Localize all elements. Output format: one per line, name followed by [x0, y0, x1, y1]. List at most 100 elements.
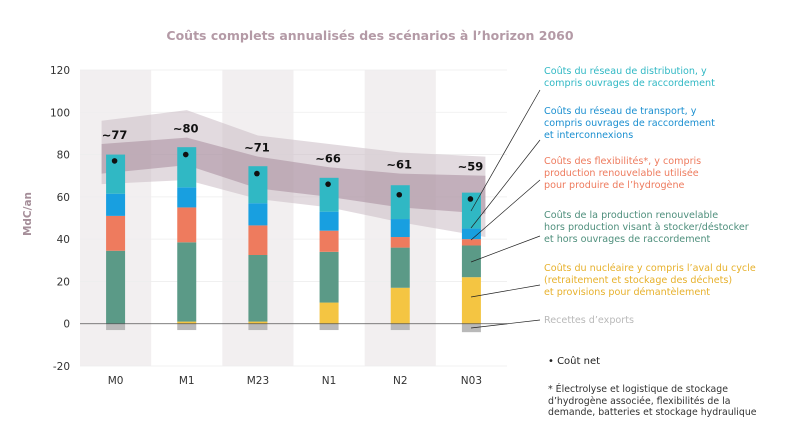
bar-segment	[390, 185, 410, 220]
bar-segment	[461, 277, 481, 324]
net-cost-dot	[182, 151, 189, 158]
legend-line: Coûts du réseau de distribution, y	[544, 66, 707, 77]
x-tick-label: N2	[393, 375, 408, 387]
net-cost-label: ~77	[102, 128, 128, 142]
y-tick-label: 100	[50, 107, 70, 119]
tick-labels: -20 0 20 40 60 80 100 120 M0 M1 M23 N1 N2 N03	[50, 65, 482, 387]
x-tick-label: N03	[461, 375, 482, 387]
leader-line	[470, 284, 541, 298]
x-tick-label: M1	[179, 375, 195, 387]
bar-segment	[106, 215, 126, 251]
bar-segment	[248, 225, 268, 255]
bar-segment	[319, 302, 339, 324]
leader-line	[470, 319, 541, 329]
bar-segment	[461, 239, 481, 246]
footnote-line: demande, batteries et stockage hydrauliq…	[548, 407, 757, 418]
bar-segment	[177, 242, 197, 322]
legend-item: Coûts du réseau de distribution, y compri…	[544, 66, 789, 90]
bar-segment	[177, 207, 197, 243]
legend-line: hors production visant à stocker/déstock…	[544, 222, 749, 233]
legend-line: (retraitement et stockage des déchets)	[544, 275, 733, 286]
legend-line: et hors ouvrages de raccordement	[544, 234, 711, 245]
bar-segment	[390, 237, 410, 248]
bar-segment	[390, 247, 410, 288]
net-cost-label: ~66	[315, 151, 341, 165]
bar-segment	[390, 287, 410, 324]
leader-line	[470, 139, 541, 229]
net-cost-dot	[325, 181, 331, 187]
range-inner	[101, 137, 486, 214]
x-tick-label: M23	[247, 375, 269, 387]
net-cost-dots: ~77 ~80 ~71 ~66 ~61 ~59	[102, 122, 483, 202]
y-tick-label: 120	[50, 65, 70, 77]
legend-item: Recettes d’exports	[544, 315, 789, 327]
bar-segment	[248, 323, 268, 331]
legend-line: Coûts de la production renouvelable	[544, 210, 719, 221]
bar-segment	[106, 193, 126, 216]
legend-line: Coûts du réseau de transport, y	[544, 106, 697, 117]
bar-segment	[106, 323, 126, 331]
legend-line: compris ouvrages de raccordement	[544, 118, 715, 129]
y-axis-label: MdC/an	[22, 192, 34, 236]
legend-line: pour produire de l’hydrogène	[544, 180, 685, 191]
legend-item: Coûts de la production renouvelable hors …	[544, 210, 789, 246]
leader-line	[470, 179, 541, 241]
bar-segment	[319, 177, 339, 212]
bar-segment	[248, 166, 268, 204]
leader-line	[470, 235, 541, 263]
legend-line: et interconnexions	[544, 130, 634, 141]
cout-net-legend: • Coût net	[548, 356, 601, 367]
legend-line: Coûts des flexibilités*, y compris	[544, 156, 702, 167]
net-cost-label: ~71	[244, 141, 270, 155]
bars	[106, 147, 481, 333]
y-tick-label: 60	[57, 192, 70, 204]
bar-segment	[319, 230, 339, 252]
net-cost-dot	[111, 158, 118, 164]
bar-segment	[177, 187, 197, 208]
bar-segment	[248, 321, 268, 324]
bar-segment	[248, 203, 268, 226]
bar-segment	[461, 245, 481, 278]
legend-line: compris ouvrages de raccordement	[544, 78, 715, 89]
bar-segment	[390, 323, 410, 331]
footnote: * Électrolyse et logistique de stockage …	[548, 384, 757, 419]
bar-segment	[461, 228, 481, 240]
legend-line: Coûts du nucléaire y compris l’aval du c…	[544, 263, 756, 274]
x-tick-label: M0	[108, 375, 124, 387]
bar-segment	[319, 251, 339, 303]
legend-item: Coûts du réseau de transport, y compris o…	[544, 106, 789, 142]
bar-segment	[177, 321, 197, 324]
legend-item: Coûts des flexibilités*, y compris produc…	[544, 156, 789, 192]
x-tick-label: N1	[322, 375, 337, 387]
net-cost-dot	[467, 196, 474, 202]
legend-line: production renouvelable utilisée	[544, 168, 699, 179]
bar-segment	[177, 147, 197, 188]
bar-segment	[248, 255, 268, 322]
net-cost-label: ~80	[173, 122, 199, 136]
bar-segment	[319, 211, 339, 231]
bar-segment	[106, 154, 126, 194]
y-tick-label: 80	[57, 150, 70, 162]
net-cost-dot	[254, 170, 260, 177]
bar-segment	[319, 323, 339, 331]
y-tick-label: 40	[57, 234, 70, 246]
footnote-line: d’hydrogène associée, flexibilités de la	[548, 395, 731, 407]
net-cost-label: ~59	[458, 160, 484, 174]
y-tick-label: 0	[63, 319, 70, 331]
bar-segment	[177, 323, 197, 331]
legend-item: Coûts du nucléaire y compris l’aval du c…	[544, 263, 789, 299]
legend-line: Recettes d’exports	[544, 315, 635, 326]
legend-leader-lines	[470, 89, 541, 329]
y-tick-label: -20	[53, 361, 70, 373]
leader-line	[470, 89, 541, 212]
y-tick-label: 20	[57, 276, 70, 288]
bar-segment	[390, 219, 410, 238]
legend-line: et provisions pour démantèlement	[544, 287, 711, 298]
chart-title: Coûts complets annualisés des scénarios …	[166, 28, 573, 43]
net-cost-dot	[396, 191, 403, 198]
net-cost-label: ~61	[386, 158, 412, 172]
bar-segment	[106, 250, 126, 324]
footnote-line: * Électrolyse et logistique de stockage	[548, 384, 728, 395]
uncertainty-range-inner	[101, 137, 486, 214]
